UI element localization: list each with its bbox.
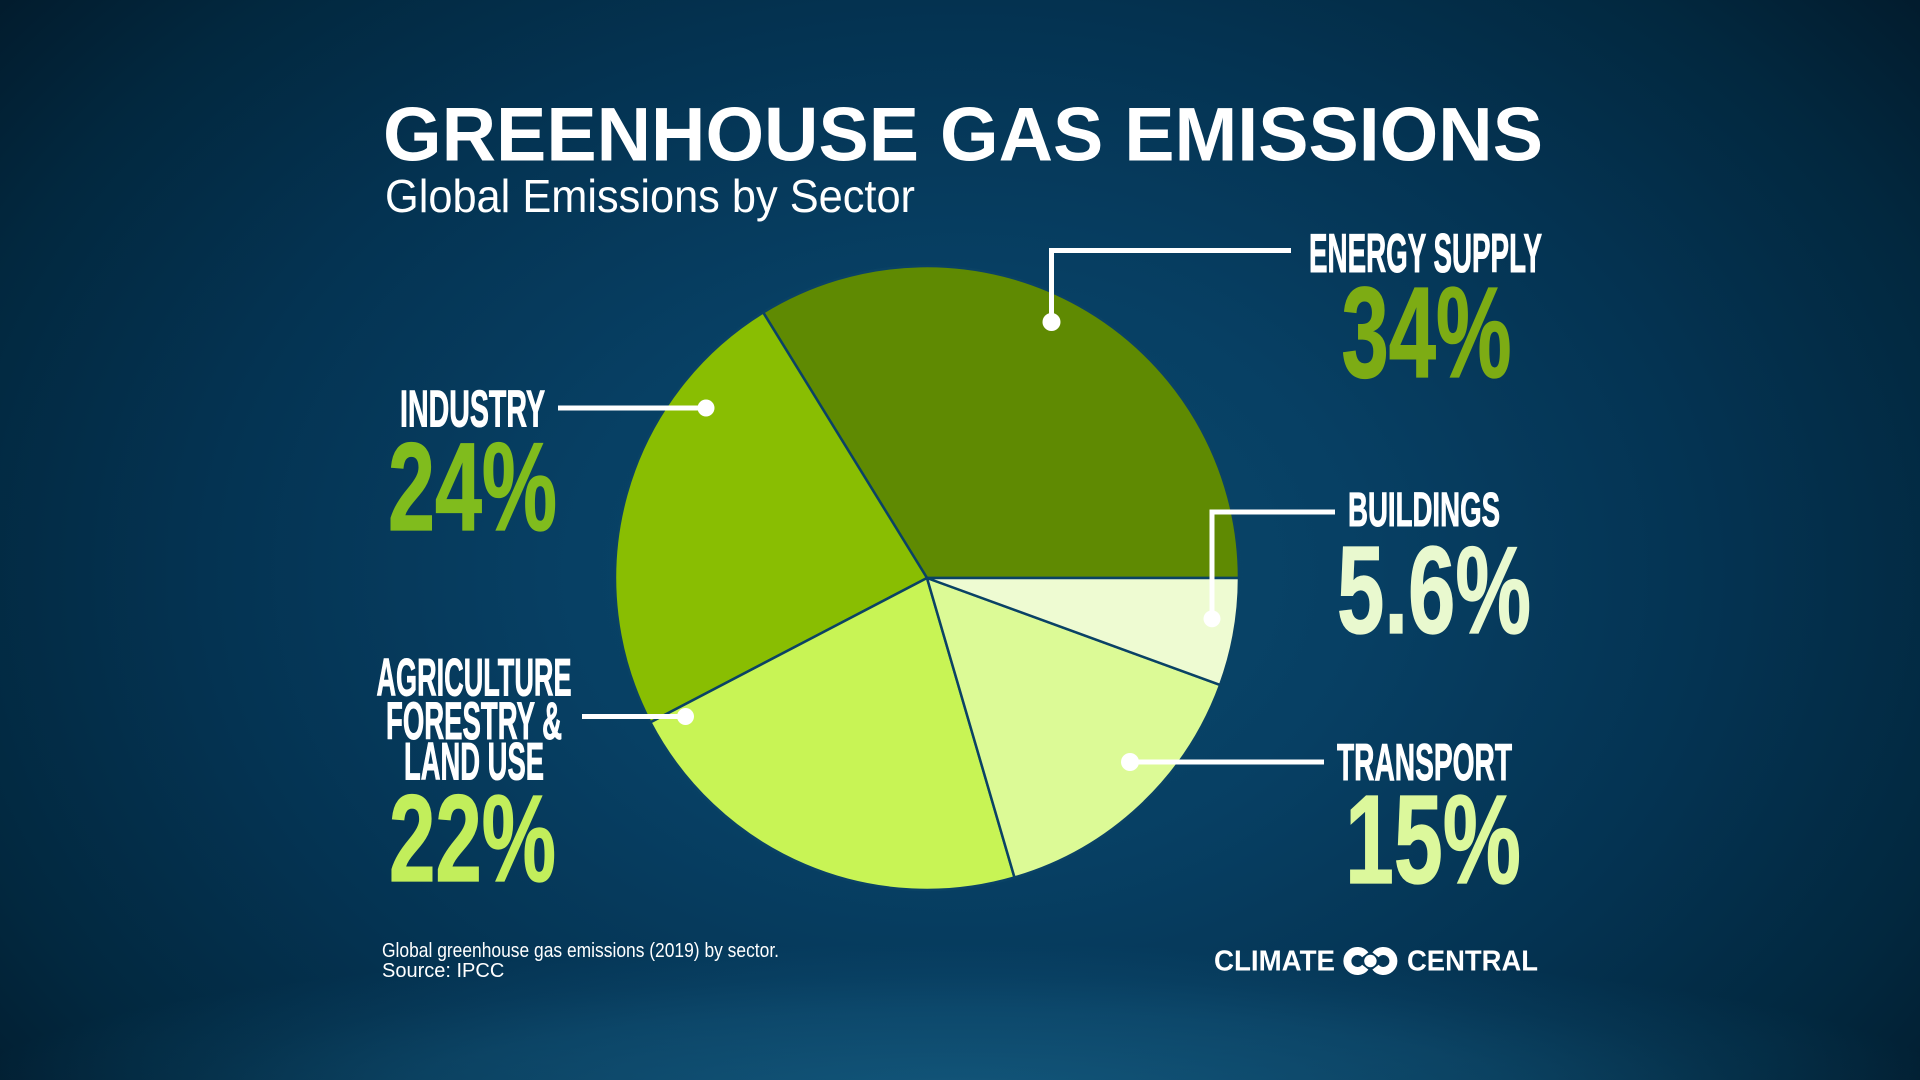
svg-text:22%: 22% <box>389 769 556 908</box>
svg-text:5.6%: 5.6% <box>1337 521 1531 660</box>
svg-text:15%: 15% <box>1345 770 1521 911</box>
svg-text:CENTRAL: CENTRAL <box>1407 946 1538 978</box>
svg-text:LAND USE: LAND USE <box>404 733 544 792</box>
svg-text:FORESTRY &: FORESTRY & <box>386 692 562 751</box>
svg-text:34%: 34% <box>1342 261 1512 405</box>
svg-text:BUILDINGS: BUILDINGS <box>1348 483 1500 537</box>
svg-text:Global Emissions by Sector: Global Emissions by Sector <box>385 170 915 222</box>
svg-text:Source: IPCC: Source: IPCC <box>382 960 504 982</box>
svg-text:INDUSTRY: INDUSTRY <box>400 381 545 439</box>
svg-text:ENERGY SUPPLY: ENERGY SUPPLY <box>1309 223 1542 284</box>
svg-text:24%: 24% <box>388 417 557 556</box>
svg-text:GREENHOUSE GAS EMISSIONS: GREENHOUSE GAS EMISSIONS <box>383 93 1543 178</box>
svg-text:CLIMATE: CLIMATE <box>1214 946 1335 978</box>
svg-text:TRANSPORT: TRANSPORT <box>1337 733 1512 791</box>
svg-text:Global greenhouse gas emission: Global greenhouse gas emissions (2019) b… <box>382 940 779 962</box>
svg-text:AGRICULTURE: AGRICULTURE <box>377 649 572 708</box>
